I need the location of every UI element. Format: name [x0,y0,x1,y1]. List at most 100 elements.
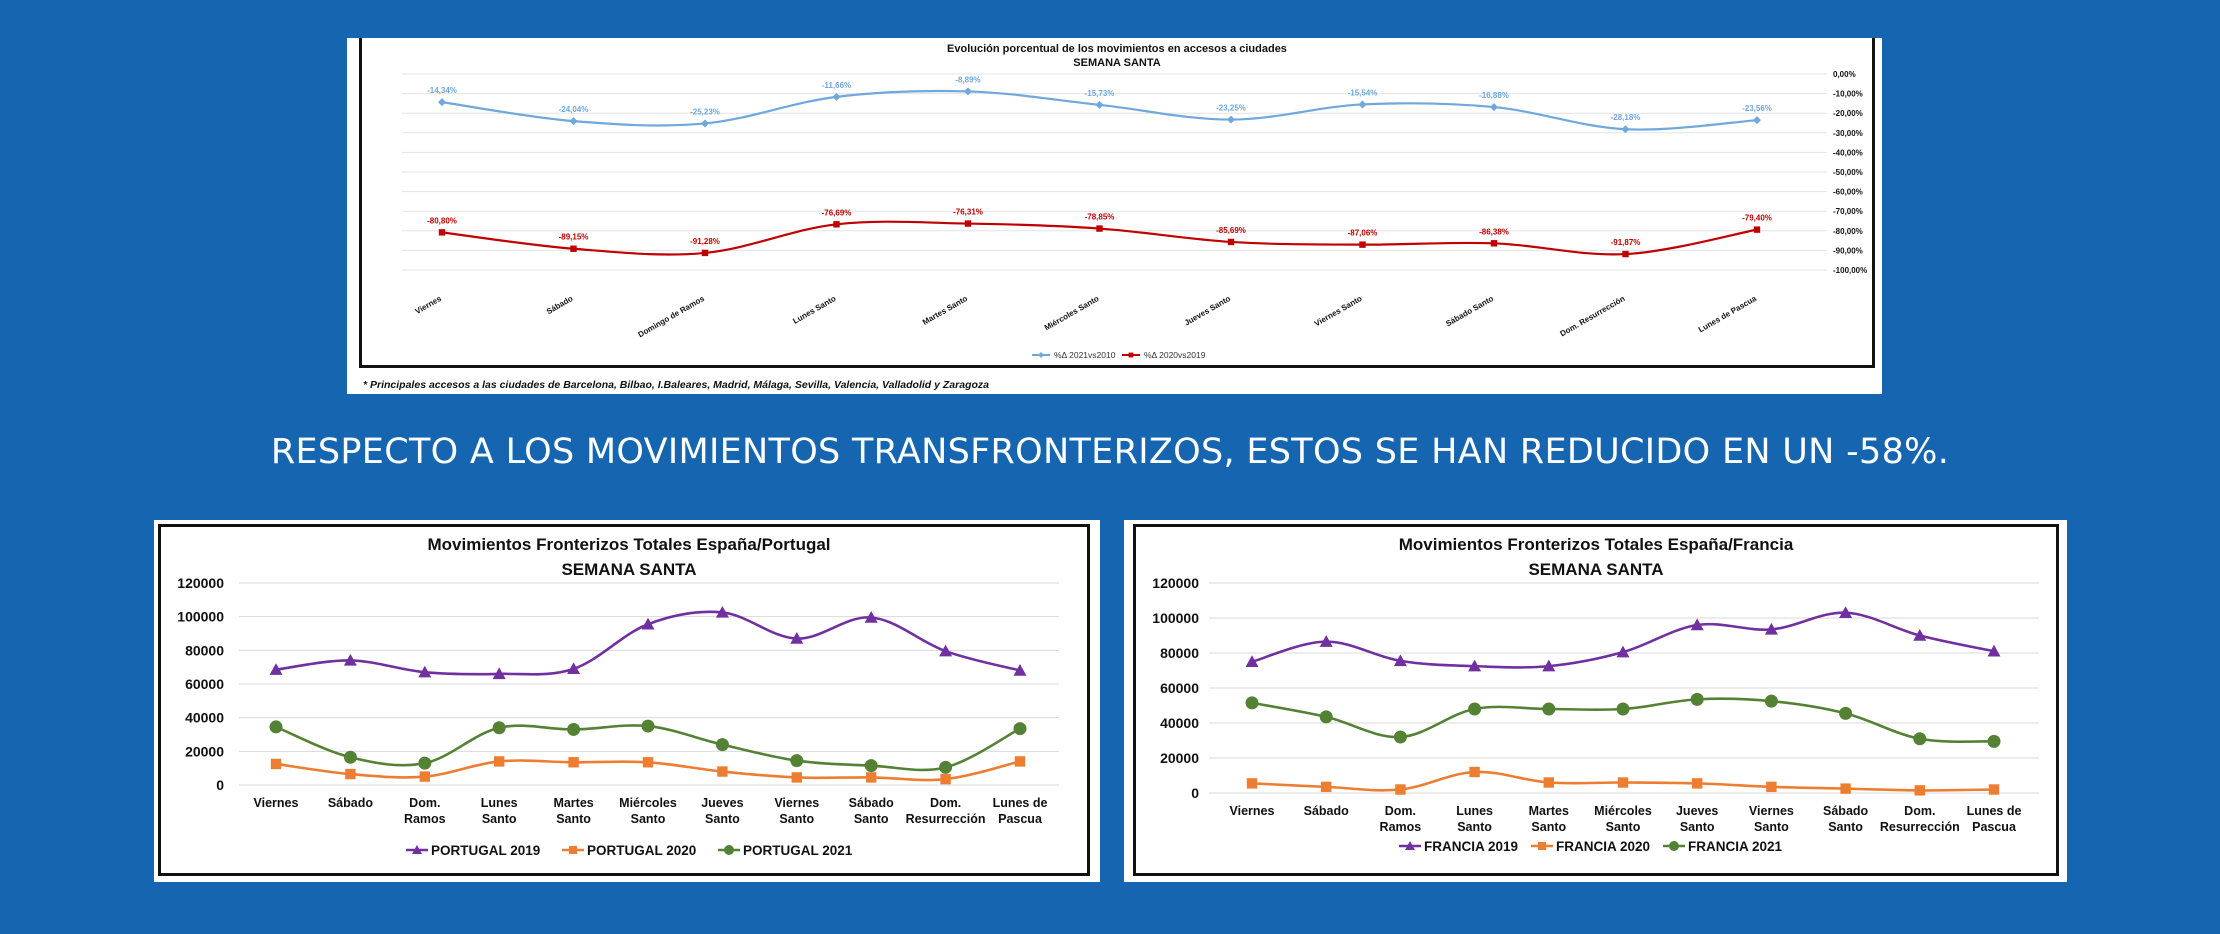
data-label: -23,56% [1742,104,1772,113]
data-label: -24,04% [559,105,589,114]
headline: RESPECTO A LOS MOVIMIENTOS TRANSFRONTERI… [270,432,1950,472]
y-tick-label: 100000 [177,609,224,625]
x-tick-label: Miércoles Santo [1043,294,1101,333]
data-point [717,766,728,777]
data-point [701,249,709,257]
y-tick-label: -60,00% [1833,188,1863,197]
data-point [269,720,283,734]
data-point [1669,841,1679,851]
x-tick-label: Santo [779,812,814,826]
y-tick-label: -30,00% [1833,129,1863,138]
data-point [1987,734,2001,748]
data-point [1469,766,1480,778]
data-point [790,754,804,768]
data-label: -89,15% [559,233,589,242]
data-point [1913,629,1927,641]
data-point [1753,226,1761,233]
y-tick-label: 60000 [185,676,224,692]
x-tick-label: Domingo de Ramos [636,294,706,340]
data-label: -86,38% [1479,227,1509,236]
data-point [343,750,357,764]
data-point [492,721,506,735]
x-tick-label: Santo [1457,820,1492,834]
x-tick-label: Sábado [1823,804,1869,818]
data-point [1245,696,1259,710]
y-tick-label: 80000 [1160,645,1199,661]
chart-title: Movimientos Fronterizos Totales España/P… [427,535,830,554]
y-tick-label: -100,00% [1833,266,1867,275]
data-label: -91,28% [690,237,720,246]
data-point [864,611,878,623]
data-point [568,757,579,768]
data-label: -80,80% [427,216,457,225]
chart-frame [158,524,1090,876]
x-tick-label: Santo [1754,820,1789,834]
portugal-chart-panel: Movimientos Fronterizos Totales España/P… [154,520,1100,882]
x-tick-label: Santo [1828,820,1863,834]
x-tick-label: Viernes [774,796,819,810]
data-label: -11,66% [822,81,851,90]
x-tick-label: Dom. [1904,804,1935,818]
data-point [1468,659,1482,672]
data-point [1358,100,1367,109]
data-point [1321,781,1332,793]
x-tick-label: Dom. [409,796,440,810]
data-label: -78,85% [1085,213,1115,222]
data-point [1395,784,1406,795]
data-point [1227,238,1235,246]
x-tick-label: Jueves Santo [1183,294,1232,328]
x-tick-label: Martes [1529,804,1569,818]
data-point [1319,635,1333,647]
y-tick-label: 0,00% [1833,70,1856,79]
data-point [1839,606,1853,618]
data-point [1764,694,1778,708]
data-point [1014,756,1026,767]
data-point [1013,722,1027,736]
x-tick-label: Jueves [701,796,743,810]
data-point [1914,785,1925,796]
data-point [790,632,804,644]
data-point [1690,618,1704,631]
data-point [1490,240,1498,247]
x-tick-label: Resurrección [906,812,986,826]
x-tick-label: Santo [482,812,517,826]
data-point [1766,781,1777,793]
data-point [419,771,430,782]
x-tick-label: Miércoles [619,796,677,810]
legend-label: FRANCIA 2019 [1424,839,1518,854]
data-point [1128,352,1134,358]
x-tick-label: Lunes de [1967,804,2022,818]
x-tick-label: Santo [705,812,740,826]
y-tick-label: -80,00% [1833,227,1863,236]
data-point [570,245,577,252]
data-point [1622,250,1629,258]
data-label: -15,54% [1348,88,1378,97]
france-border-chart: Movimientos Fronterizos Totales España/F… [1152,535,2039,854]
y-tick-label: -70,00% [1833,207,1863,216]
data-point [833,221,840,228]
data-point [1839,706,1853,720]
data-point [1227,115,1235,124]
data-point [724,845,734,855]
data-point [641,617,655,630]
data-point [701,119,709,128]
data-point [940,773,951,785]
y-tick-label: 60000 [1160,680,1199,696]
x-tick-label: Santo [1531,820,1566,834]
data-point [438,229,446,236]
data-label: -25,23% [690,107,720,116]
x-tick-label: Viernes [1749,804,1794,818]
city-access-chart: Evolución porcentual de los movimientos … [402,43,1867,360]
x-tick-label: Jueves [1676,804,1718,818]
x-tick-label: Pascua [1972,820,2017,834]
data-point [791,772,802,783]
data-label: -14,34% [427,86,457,95]
y-tick-label: 0 [1191,785,1199,801]
x-tick-label: Santo [1680,820,1715,834]
x-tick-label: Pascua [998,812,1043,826]
data-point [1038,352,1044,358]
chart-subtitle: SEMANA SANTA [561,560,696,579]
chart-subtitle: SEMANA SANTA [1528,560,1663,579]
chart-frame [359,38,1875,368]
x-tick-label: Resurrección [1880,820,1960,834]
